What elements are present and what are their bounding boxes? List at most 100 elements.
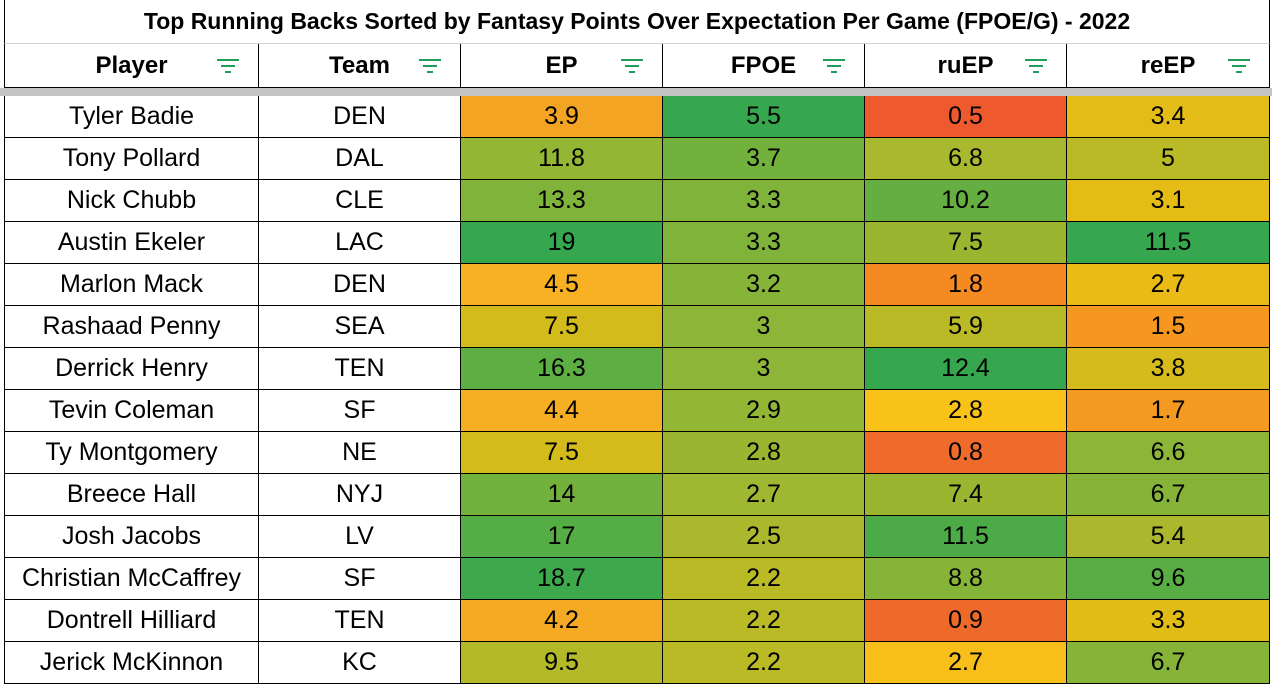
cell-fpoe[interactable]: 3 [662, 306, 864, 348]
cell-reep[interactable]: 3.8 [1066, 348, 1270, 390]
cell-ruep[interactable]: 8.8 [864, 558, 1066, 600]
cell-reep[interactable]: 1.5 [1066, 306, 1270, 348]
cell-team[interactable]: CLE [258, 180, 460, 222]
cell-player[interactable]: Breece Hall [4, 474, 258, 516]
cell-ruep[interactable]: 6.8 [864, 138, 1066, 180]
filter-icon[interactable] [620, 58, 644, 74]
cell-fpoe[interactable]: 2.2 [662, 642, 864, 684]
cell-reep[interactable]: 3.1 [1066, 180, 1270, 222]
cell-team[interactable]: LV [258, 516, 460, 558]
cell-ep[interactable]: 18.7 [460, 558, 662, 600]
cell-reep[interactable]: 9.6 [1066, 558, 1270, 600]
cell-ep[interactable]: 4.2 [460, 600, 662, 642]
cell-ruep[interactable]: 12.4 [864, 348, 1066, 390]
sheet-title[interactable]: Top Running Backs Sorted by Fantasy Poin… [4, 0, 1270, 44]
cell-fpoe[interactable]: 2.7 [662, 474, 864, 516]
cell-ruep[interactable]: 5.9 [864, 306, 1066, 348]
cell-reep[interactable]: 11.5 [1066, 222, 1270, 264]
cell-player[interactable]: Josh Jacobs [4, 516, 258, 558]
cell-team[interactable]: SEA [258, 306, 460, 348]
table-row: Dontrell Hilliard TEN 4.2 2.2 0.9 3.3 [4, 600, 1270, 642]
cell-reep[interactable]: 5 [1066, 138, 1270, 180]
cell-fpoe[interactable]: 2.5 [662, 516, 864, 558]
cell-team[interactable]: DEN [258, 96, 460, 138]
header-ep[interactable]: EP [460, 44, 662, 88]
cell-player[interactable]: Marlon Mack [4, 264, 258, 306]
cell-reep[interactable]: 6.7 [1066, 642, 1270, 684]
filter-icon[interactable] [1227, 58, 1251, 74]
cell-ruep[interactable]: 7.4 [864, 474, 1066, 516]
header-reep[interactable]: reEP [1066, 44, 1270, 88]
cell-team[interactable]: SF [258, 390, 460, 432]
filter-icon[interactable] [822, 58, 846, 74]
cell-team[interactable]: SF [258, 558, 460, 600]
cell-reep[interactable]: 6.6 [1066, 432, 1270, 474]
cell-fpoe[interactable]: 2.2 [662, 600, 864, 642]
header-ruep[interactable]: ruEP [864, 44, 1066, 88]
cell-ep[interactable]: 19 [460, 222, 662, 264]
cell-player[interactable]: Derrick Henry [4, 348, 258, 390]
cell-team[interactable]: KC [258, 642, 460, 684]
cell-fpoe[interactable]: 2.8 [662, 432, 864, 474]
cell-ep[interactable]: 13.3 [460, 180, 662, 222]
cell-ep[interactable]: 9.5 [460, 642, 662, 684]
cell-ruep[interactable]: 0.9 [864, 600, 1066, 642]
cell-player[interactable]: Austin Ekeler [4, 222, 258, 264]
cell-reep[interactable]: 3.3 [1066, 600, 1270, 642]
cell-fpoe[interactable]: 3.3 [662, 180, 864, 222]
cell-reep[interactable]: 6.7 [1066, 474, 1270, 516]
cell-fpoe[interactable]: 3 [662, 348, 864, 390]
cell-ep[interactable]: 4.4 [460, 390, 662, 432]
cell-team[interactable]: NYJ [258, 474, 460, 516]
cell-ep[interactable]: 3.9 [460, 96, 662, 138]
cell-reep[interactable]: 2.7 [1066, 264, 1270, 306]
filter-icon[interactable] [1024, 58, 1048, 74]
header-team[interactable]: Team [258, 44, 460, 88]
cell-team[interactable]: TEN [258, 348, 460, 390]
cell-ruep[interactable]: 0.8 [864, 432, 1066, 474]
cell-player[interactable]: Tyler Badie [4, 96, 258, 138]
filter-icon[interactable] [216, 58, 240, 74]
cell-team[interactable]: LAC [258, 222, 460, 264]
cell-ruep[interactable]: 2.8 [864, 390, 1066, 432]
cell-ep[interactable]: 4.5 [460, 264, 662, 306]
cell-ruep[interactable]: 11.5 [864, 516, 1066, 558]
cell-player[interactable]: Rashaad Penny [4, 306, 258, 348]
cell-ep[interactable]: 11.8 [460, 138, 662, 180]
cell-player[interactable]: Ty Montgomery [4, 432, 258, 474]
cell-ruep[interactable]: 0.5 [864, 96, 1066, 138]
cell-fpoe[interactable]: 3.7 [662, 138, 864, 180]
cell-player[interactable]: Dontrell Hilliard [4, 600, 258, 642]
cell-team[interactable]: TEN [258, 600, 460, 642]
cell-ep[interactable]: 14 [460, 474, 662, 516]
cell-ep[interactable]: 17 [460, 516, 662, 558]
cell-ep[interactable]: 7.5 [460, 306, 662, 348]
cell-fpoe[interactable]: 2.9 [662, 390, 864, 432]
filter-icon[interactable] [418, 58, 442, 74]
frozen-row-divider[interactable] [0, 88, 1272, 96]
cell-ep[interactable]: 7.5 [460, 432, 662, 474]
cell-player[interactable]: Nick Chubb [4, 180, 258, 222]
cell-reep[interactable]: 1.7 [1066, 390, 1270, 432]
cell-player[interactable]: Tony Pollard [4, 138, 258, 180]
cell-player[interactable]: Tevin Coleman [4, 390, 258, 432]
cell-ruep[interactable]: 7.5 [864, 222, 1066, 264]
cell-fpoe[interactable]: 5.5 [662, 96, 864, 138]
table-row: Jerick McKinnon KC 9.5 2.2 2.7 6.7 [4, 642, 1270, 684]
cell-ruep[interactable]: 10.2 [864, 180, 1066, 222]
header-player[interactable]: Player [4, 44, 258, 88]
header-fpoe[interactable]: FPOE [662, 44, 864, 88]
cell-ep[interactable]: 16.3 [460, 348, 662, 390]
cell-reep[interactable]: 3.4 [1066, 96, 1270, 138]
cell-team[interactable]: NE [258, 432, 460, 474]
cell-fpoe[interactable]: 2.2 [662, 558, 864, 600]
cell-team[interactable]: DAL [258, 138, 460, 180]
cell-ruep[interactable]: 1.8 [864, 264, 1066, 306]
cell-reep[interactable]: 5.4 [1066, 516, 1270, 558]
cell-fpoe[interactable]: 3.2 [662, 264, 864, 306]
cell-player[interactable]: Christian McCaffrey [4, 558, 258, 600]
cell-team[interactable]: DEN [258, 264, 460, 306]
cell-fpoe[interactable]: 3.3 [662, 222, 864, 264]
cell-ruep[interactable]: 2.7 [864, 642, 1066, 684]
cell-player[interactable]: Jerick McKinnon [4, 642, 258, 684]
